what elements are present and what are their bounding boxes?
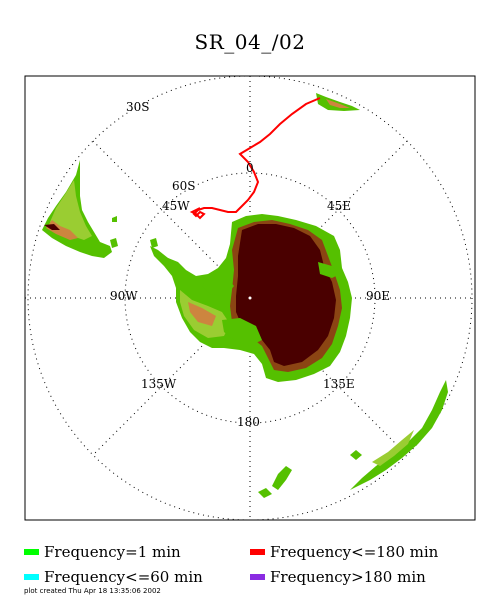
label-135w: 135W — [141, 377, 177, 391]
label-0: 0 — [246, 161, 254, 175]
legend-item-freqgt180: Frequency>180 min — [250, 568, 426, 586]
australia-land — [350, 380, 448, 490]
ship-track — [189, 97, 321, 220]
plot-created-footer: plot created Thu Apr 18 13:35:06 2002 — [24, 587, 161, 595]
label-30s: 30S — [126, 100, 150, 114]
label-60s: 60S — [172, 179, 196, 193]
legend-label: Frequency<=60 min — [44, 568, 203, 586]
legend-label: Frequency<=180 min — [270, 543, 439, 561]
label-45w: 45W — [162, 199, 190, 213]
meridian-45 — [92, 140, 408, 456]
legend-swatch — [24, 549, 39, 555]
legend-label: Frequency=1 min — [44, 543, 181, 561]
legend-swatch — [250, 574, 265, 580]
africa-land — [316, 93, 360, 111]
label-180: 180 — [237, 415, 260, 429]
legend-swatch — [250, 549, 265, 555]
legend-label: Frequency>180 min — [270, 568, 426, 586]
map-title: SR_04_/02 — [194, 30, 306, 54]
legend-item-freq180: Frequency<=180 min — [250, 543, 438, 561]
label-45e: 45E — [327, 199, 351, 213]
meridian-135 — [92, 140, 408, 456]
new-zealand-land — [258, 466, 292, 498]
label-135e: 135E — [323, 377, 355, 391]
legend-item-freq1: Frequency=1 min — [24, 543, 181, 561]
label-90e: 90E — [366, 289, 390, 303]
legend-swatch — [24, 574, 39, 580]
antarctica-land — [150, 214, 352, 382]
south-america-land — [42, 160, 118, 258]
legend-item-freq60: Frequency<=60 min — [24, 568, 203, 586]
label-90w: 90W — [110, 289, 138, 303]
